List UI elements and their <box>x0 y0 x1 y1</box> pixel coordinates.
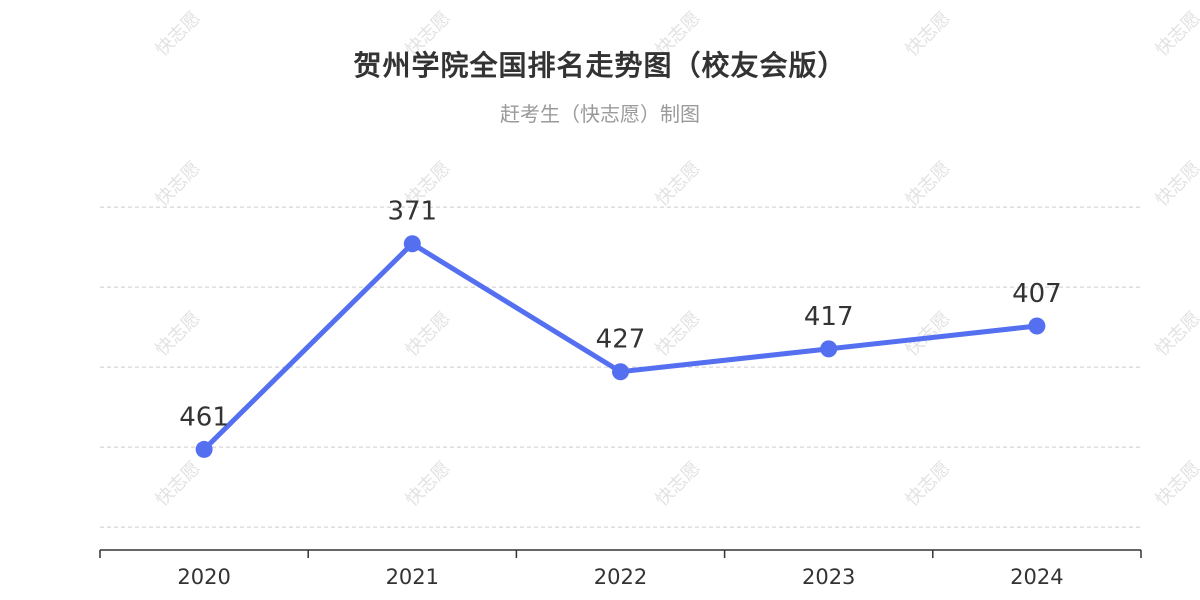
chart-title: 贺州学院全国排名走势图（校友会版） <box>353 49 847 82</box>
data-point <box>820 340 838 358</box>
data-point <box>612 363 629 381</box>
x-tick-label: 2020 <box>177 565 230 589</box>
data-label: 461 <box>179 402 229 432</box>
data-label: 427 <box>596 325 646 355</box>
data-point <box>1028 317 1046 335</box>
chart-subtitle: 赶考生（快志愿）制图 <box>500 102 700 126</box>
x-tick-label: 2024 <box>1010 565 1063 589</box>
data-label: 417 <box>804 302 854 332</box>
x-tick-label: 2021 <box>386 565 439 589</box>
data-point <box>403 235 421 253</box>
x-tick-label: 2023 <box>802 565 855 589</box>
data-label: 407 <box>1012 279 1062 309</box>
data-label: 371 <box>387 197 437 227</box>
x-tick-label: 2022 <box>594 565 647 589</box>
data-point <box>195 440 213 458</box>
